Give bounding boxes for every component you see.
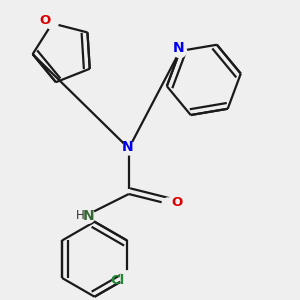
Text: H: H — [76, 209, 85, 222]
Circle shape — [46, 17, 58, 29]
Circle shape — [80, 209, 95, 224]
Text: Cl: Cl — [110, 274, 124, 287]
Circle shape — [120, 271, 134, 285]
Text: O: O — [39, 14, 51, 27]
Text: N: N — [83, 209, 95, 223]
Circle shape — [173, 44, 186, 58]
Text: O: O — [171, 196, 183, 209]
Text: N: N — [122, 140, 133, 154]
Circle shape — [122, 142, 135, 155]
Text: N: N — [172, 41, 184, 55]
Circle shape — [162, 198, 174, 210]
